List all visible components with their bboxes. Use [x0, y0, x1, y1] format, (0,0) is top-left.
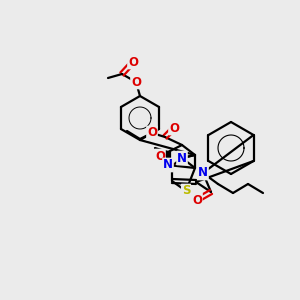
Text: N: N [163, 158, 173, 172]
Text: O: O [169, 122, 179, 134]
Text: O: O [192, 194, 202, 206]
Text: O: O [131, 76, 141, 88]
Text: N: N [198, 167, 208, 179]
Text: N: N [177, 152, 187, 164]
Text: S: S [182, 184, 190, 197]
Text: O: O [147, 127, 157, 140]
Text: O: O [128, 56, 138, 68]
Text: O: O [155, 149, 165, 163]
